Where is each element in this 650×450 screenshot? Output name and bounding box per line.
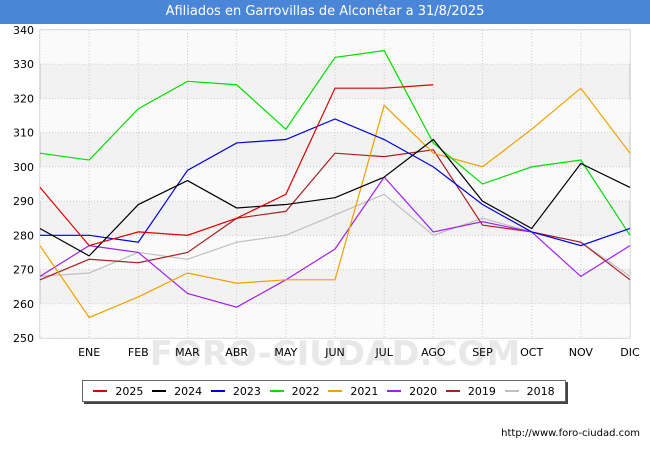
x-tick-label: SEP [472, 346, 493, 359]
series-line-2022 [39, 49, 631, 236]
series-lines [39, 49, 631, 319]
watermark: FORO-CIUDAD.COM [150, 334, 521, 374]
legend-item-2024: 2024 [152, 385, 202, 398]
legend-item-2021: 2021 [328, 385, 378, 398]
legend-item-2019: 2019 [445, 384, 496, 398]
plot-band [40, 98, 630, 133]
legend-item-2025: 2025 [93, 385, 143, 398]
x-tick-label: AGO [421, 346, 446, 359]
y-tick-label: 330 [13, 58, 34, 71]
x-tick-label: MAY [274, 346, 297, 359]
series-line-2025 [39, 84, 434, 247]
x-tick-label: OCT [520, 346, 543, 359]
x-tick-label: DIC [620, 346, 640, 359]
source-url[interactable]: http://www.foro-ciudad.com [501, 428, 640, 439]
x-tick-label: ABR [225, 346, 248, 359]
legend-swatch [269, 390, 284, 392]
grid-lines [39, 29, 631, 339]
legend-swatch [445, 390, 460, 392]
x-tick-label: JUL [374, 346, 393, 359]
series-line-2021 [39, 87, 631, 319]
y-tick-label: 250 [13, 332, 34, 345]
x-tick-label: NOV [569, 346, 594, 359]
plot-band [40, 303, 630, 338]
legend: 2025 2024 2023 2022 2021 2020 2019 2018 [82, 380, 566, 402]
y-tick-label: 290 [13, 195, 34, 208]
legend-label: 2021 [350, 384, 379, 398]
y-tick-label: 340 [13, 24, 34, 37]
y-tick-label: 310 [13, 127, 34, 140]
x-tick-label: MAR [175, 346, 200, 359]
y-tick-label: 320 [13, 92, 34, 105]
legend-swatch [328, 390, 343, 392]
legend-swatch [93, 390, 108, 392]
legend-label: 2018 [526, 384, 555, 398]
y-axis-ticks: 250 260 270 280 290 300 310 320 330 340 [13, 24, 34, 345]
legend-label: 2024 [174, 384, 203, 398]
y-tick-label: 280 [13, 229, 34, 242]
chart-title: Afiliados en Garrovillas de Alconétar a … [0, 0, 650, 24]
legend-label: 2020 [409, 384, 438, 398]
legend-item-2020: 2020 [387, 385, 437, 398]
legend-swatch [504, 390, 519, 392]
legend-item-2018: 2018 [504, 384, 555, 398]
legend-label: 2025 [115, 384, 144, 398]
legend-label: 2019 [467, 384, 496, 398]
plot-band [40, 30, 630, 65]
legend-item-2022: 2022 [269, 384, 320, 398]
x-tick-label: ENE [78, 346, 100, 359]
x-tick-label: JUN [324, 346, 345, 359]
y-tick-label: 270 [13, 264, 34, 277]
series-line-2023 [40, 118, 631, 247]
x-axis-ticks: ENE FEB MAR ABR MAY JUN JUL AGO SEP OCT NOV DIC [78, 346, 640, 359]
legend-label: 2022 [291, 384, 320, 398]
y-tick-label: 300 [13, 161, 34, 174]
legend-item-2023: 2023 [210, 384, 261, 398]
legend-swatch [152, 390, 167, 392]
series-line-2024 [39, 138, 631, 257]
legend-swatch [387, 390, 402, 392]
x-tick-label: FEB [128, 346, 149, 359]
legend-swatch [210, 390, 225, 392]
legend-label: 2023 [232, 384, 261, 398]
y-tick-label: 260 [13, 298, 34, 311]
